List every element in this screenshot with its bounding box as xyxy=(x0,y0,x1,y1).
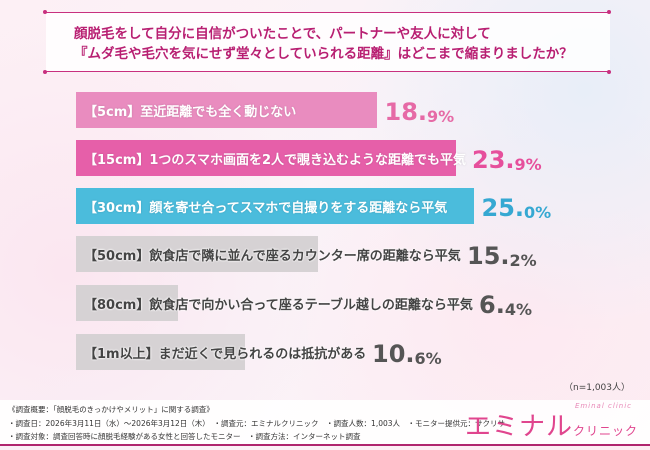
bar-row: 【5cm】至近距離でも全く動じない 18. 9% xyxy=(76,92,636,128)
category-label: 【50cm】飲食店で隣に並んで座るカウンター席の距離なら平気 xyxy=(84,248,461,264)
bar-row: 【30cm】顔を寄せ合ってスマホで自撮りをする距離なら平気 25. 0% xyxy=(76,188,636,224)
bar-row: 【80cm】飲食店で向かい合って座るテーブル越しの距離なら平気 6. 4% xyxy=(76,285,636,321)
bar-row: 【1m以上】まだ近くで見られるのは抵抗がある 10. 6% xyxy=(76,334,636,370)
bar xyxy=(76,236,318,272)
footer-survey-details: ・調査日：2026年3月11日（水）～2026年3月12日（木） ・調査元：エミ… xyxy=(8,419,506,428)
footer-survey-target: ・調査対象：調査回答時に顔脱毛経験がある女性と回答したモニター ・調査方法：イン… xyxy=(8,432,361,441)
bar xyxy=(76,92,377,128)
value-label: 6. 4% xyxy=(479,291,532,319)
question-line-1: 顔脱毛をして自分に自信がついたことで、パートナーや友人に対して xyxy=(74,26,491,42)
bar xyxy=(76,334,245,370)
sample-size: （n=1,003人） xyxy=(563,383,630,393)
category-label: 【15cm】1つのスマホ画面を2人で覗き込むような距離でも平気 xyxy=(84,152,467,168)
bar xyxy=(76,285,178,321)
value-label: 10. 6% xyxy=(372,340,442,368)
logo-en: Eminal clinic xyxy=(574,402,632,410)
question-box: 顔脱毛をして自分に自信がついたことで、パートナーや友人に対して 『ムダ毛や毛穴を… xyxy=(43,10,610,74)
bar xyxy=(76,188,474,224)
value-label: 23. 9% xyxy=(472,146,542,174)
footer: 《調査概要：「顔脱毛のきっかけやメリット」に関する調査》 ・調査日：2026年3… xyxy=(0,400,650,446)
question-text: 顔脱毛をして自分に自信がついたことで、パートナーや友人に対して 『ムダ毛や毛穴を… xyxy=(74,24,573,64)
value-label: 18. 9% xyxy=(384,98,455,126)
category-label: 【80cm】飲食店で向かい合って座るテーブル越しの距離なら平気 xyxy=(84,297,473,313)
logo-main: エミナル xyxy=(464,412,573,442)
eminal-clinic-logo: エミナルクリニック Eminal clinic xyxy=(464,402,638,443)
value-label: 25. 0% xyxy=(481,194,552,222)
question-line-2: 『ムダ毛や毛穴を気にせず堂々としていられる距離』はどこまで縮まりましたか？ xyxy=(74,46,573,62)
footer-survey-title: 《調査概要：「顔脱毛のきっかけやメリット」に関する調査》 xyxy=(8,405,214,414)
bar xyxy=(76,140,456,176)
category-label: 【1m以上】まだ近くで見られるのは抵抗がある xyxy=(84,346,367,362)
bar-row: 【50cm】飲食店で隣に並んで座るカウンター席の距離なら平気 15. 2% xyxy=(76,236,636,272)
value-label: 15. 2% xyxy=(467,242,537,270)
logo-sub: クリニック xyxy=(572,424,638,438)
category-label: 【5cm】至近距離でも全く動じない xyxy=(84,104,297,120)
category-label: 【30cm】顔を寄せ合ってスマホで自撮りをする距離なら平気 xyxy=(84,200,448,216)
bar-row: 【15cm】1つのスマホ画面を2人で覗き込むような距離でも平気 23. 9% xyxy=(76,140,636,176)
